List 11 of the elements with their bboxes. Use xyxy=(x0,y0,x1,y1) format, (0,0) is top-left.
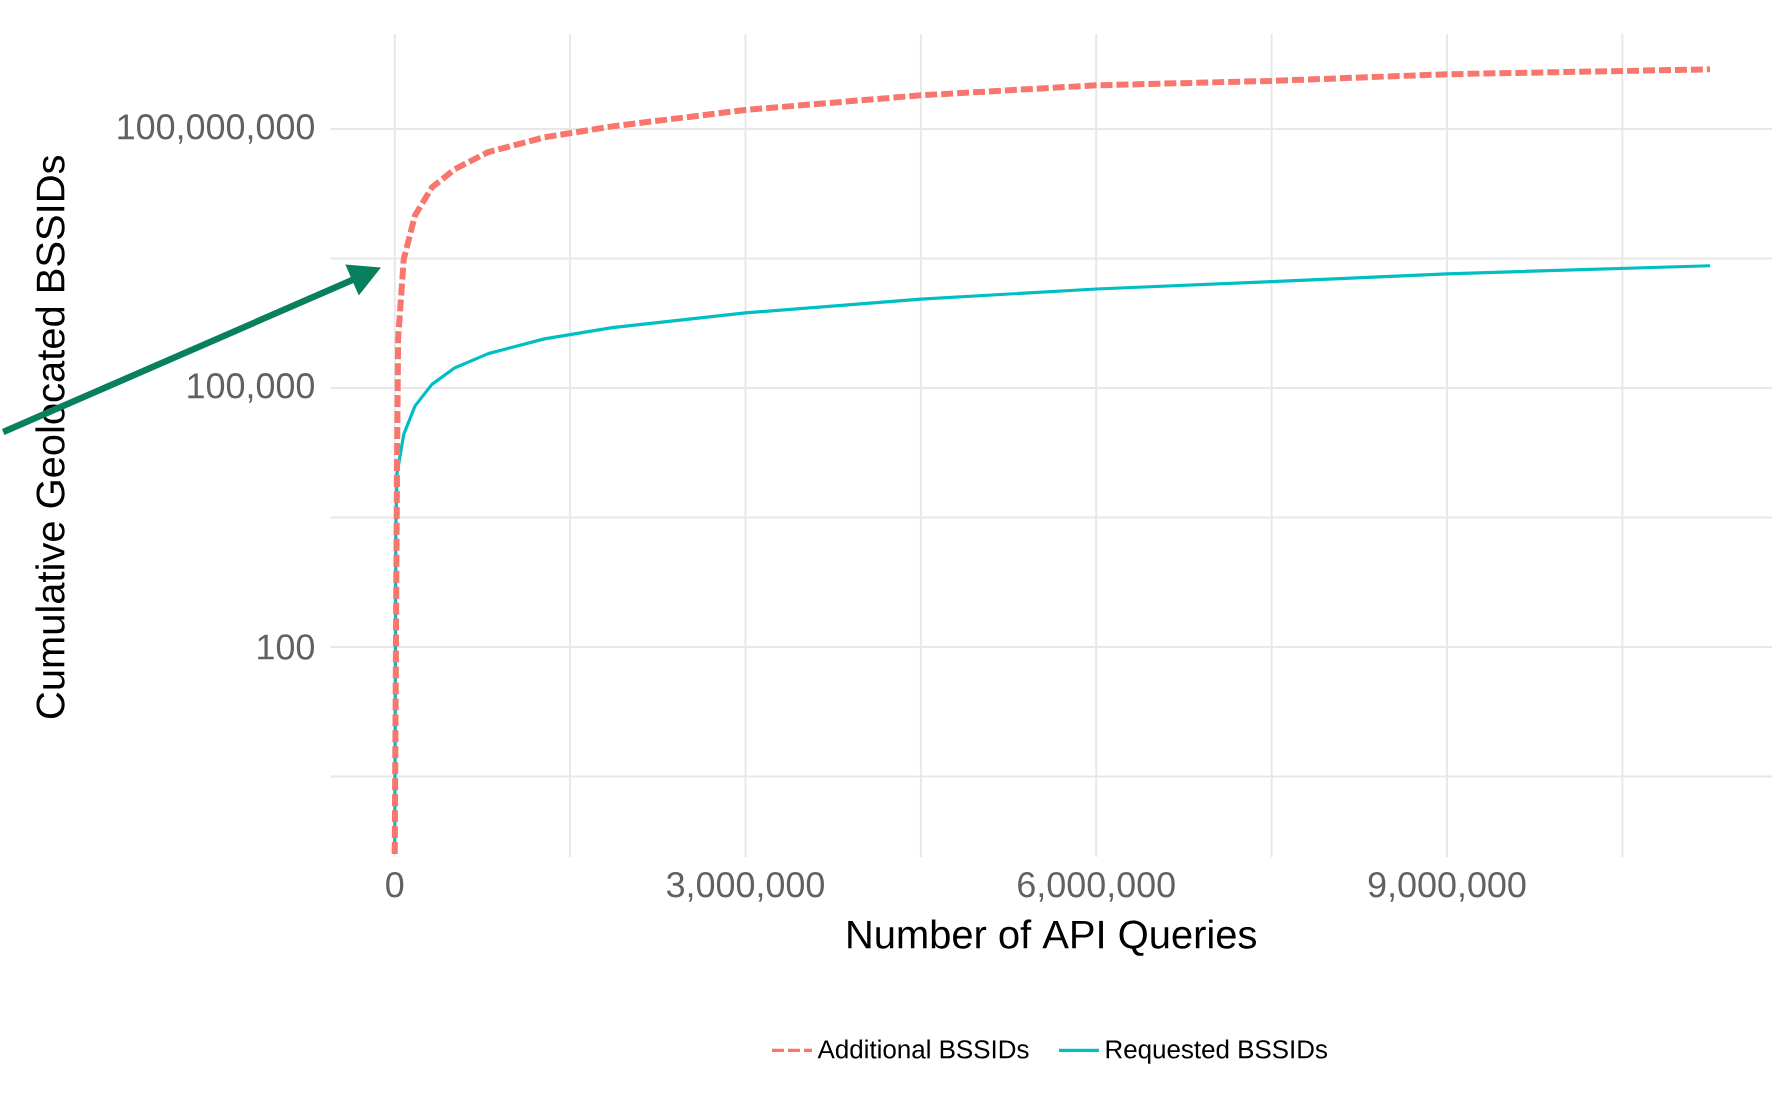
x-tick-label: 9,000,000 xyxy=(1368,871,1526,902)
y-axis-title: Cumulative Geolocated BSSIDs xyxy=(35,155,65,718)
legend-label: Additional BSSIDs xyxy=(817,1039,1029,1059)
y-tick-label: 100,000,000 xyxy=(118,113,314,144)
x-axis-title: Number of API Queries xyxy=(848,919,1256,956)
x-tick-label: 0 xyxy=(386,871,404,898)
y-tick-label: 100 xyxy=(258,634,314,660)
x-tick-label: 3,000,000 xyxy=(666,871,824,902)
y-tick-label: 100,000 xyxy=(188,372,314,403)
legend-label: Requested BSSIDs xyxy=(1106,1039,1328,1064)
x-tick-label: 6,000,000 xyxy=(1018,871,1175,902)
